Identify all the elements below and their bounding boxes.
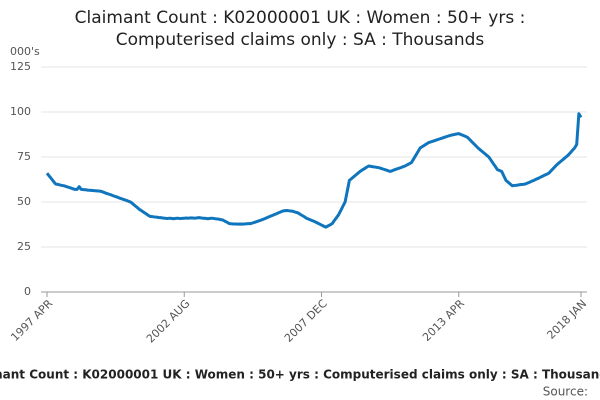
y-tick-label: 0 [24, 285, 31, 298]
caption: Claimant Count : K02000001 UK : Women : … [0, 368, 600, 382]
x-tick-label: 2018 JAN [544, 297, 589, 342]
x-tick-label: 2013 APR [420, 297, 467, 344]
data-line [45, 112, 583, 229]
y-tick-label: 75 [17, 150, 31, 163]
y-axis-label: 000's [10, 45, 40, 58]
y-tick-label: 125 [10, 60, 31, 73]
y-tick-label: 100 [10, 105, 31, 118]
x-tick-label: 2007 DEC [282, 297, 330, 345]
x-tick-label: 2002 AUG [144, 297, 193, 346]
source: Source: [543, 385, 588, 399]
chart-title: Computerised claims only : SA : Thousand… [116, 30, 485, 50]
x-tick-label: 1997 APR [8, 297, 55, 344]
chart-title: Claimant Count : K02000001 UK : Women : … [75, 8, 526, 28]
y-tick-label: 50 [17, 195, 31, 208]
y-tick-label: 25 [17, 240, 31, 253]
